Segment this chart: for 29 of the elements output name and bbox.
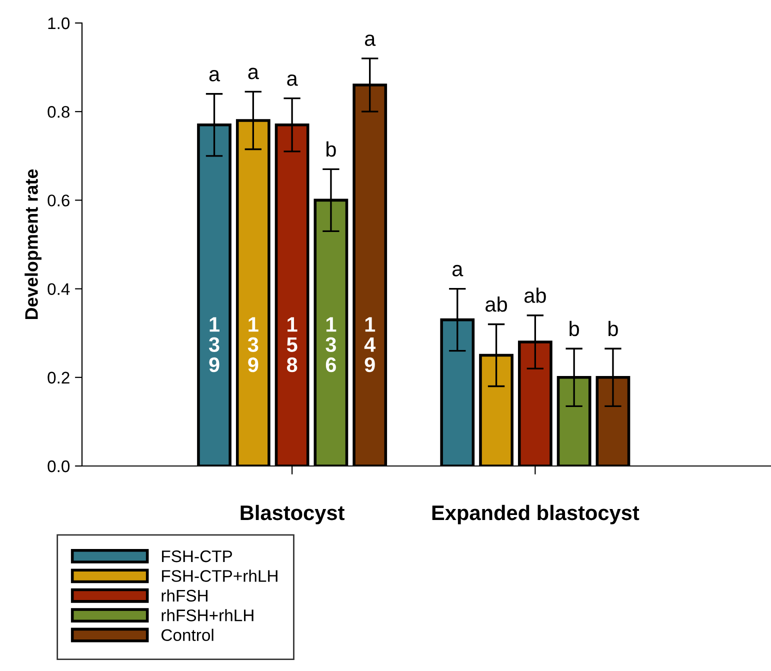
data-label: b	[608, 320, 618, 336]
annotation: 136	[326, 317, 336, 372]
legend-label: Control	[162, 628, 214, 642]
legend-label: rhFSH	[162, 589, 208, 602]
y-tick-label: 0.4	[48, 283, 70, 296]
x-tick-label: Expanded blastocyst	[432, 504, 640, 524]
data-label: a	[287, 74, 298, 86]
legend-label: rhFSH+rhLH	[162, 609, 254, 622]
data-label: b	[570, 320, 579, 336]
data-label: a	[209, 70, 220, 82]
y-axis-title: Development rate	[24, 169, 42, 320]
data-label: a	[248, 68, 259, 80]
annotation: 149	[364, 317, 376, 372]
y-tick-label: 0.8	[48, 106, 70, 118]
data-label: a	[364, 34, 376, 46]
y-tick-label: 0.6	[48, 194, 70, 206]
data-label: b	[326, 141, 336, 157]
data-label: a	[452, 264, 464, 276]
legend-label: FSH-CTP	[162, 550, 232, 562]
annotation: 139	[248, 317, 258, 372]
data-label: ab	[524, 288, 546, 303]
y-tick-label: 1.0	[48, 17, 70, 30]
y-tick-label: 0.0	[48, 460, 70, 472]
annotation: 158	[286, 317, 298, 372]
annotation: 139	[208, 317, 220, 372]
y-tick-label: 0.2	[48, 372, 70, 384]
x-tick-label: Blastocyst	[240, 504, 344, 524]
legend-label: FSH-CTP+rhLH	[162, 570, 278, 582]
data-label: ab	[486, 296, 507, 312]
